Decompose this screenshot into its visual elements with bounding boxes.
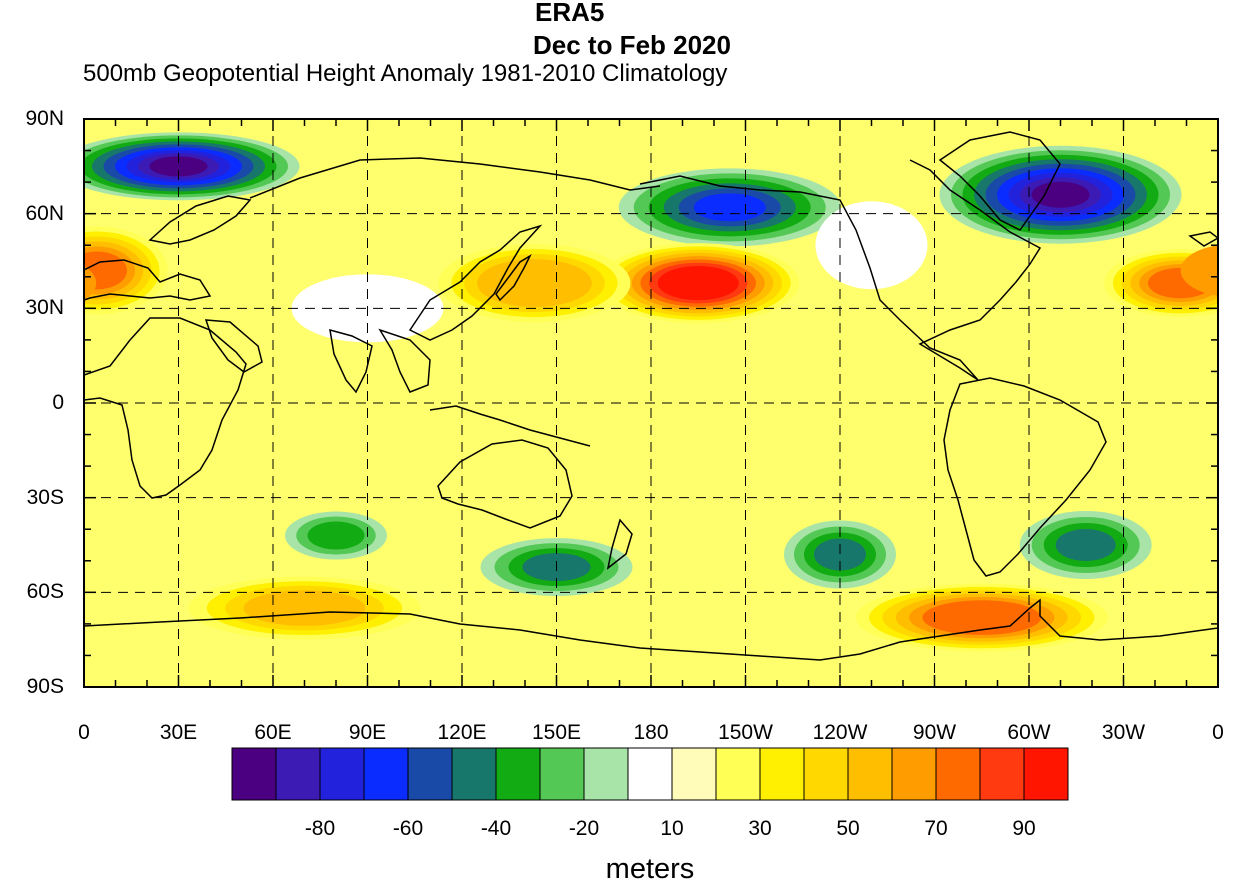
lat-label: 60N xyxy=(25,201,64,225)
lon-label: 30E xyxy=(159,721,198,744)
coastline-antarctica xyxy=(84,598,1218,661)
lat-label: 60S xyxy=(26,580,64,604)
lat-label: 0 xyxy=(52,391,64,414)
anomaly-contour-wrap xyxy=(1180,245,1218,296)
graticule xyxy=(84,119,1218,687)
anomaly-center xyxy=(285,511,387,560)
title-line1: ERA5 xyxy=(535,0,605,27)
anomaly-center xyxy=(784,520,896,589)
colorbar-swatch xyxy=(935,747,981,801)
colorbar-label: 90 xyxy=(1012,817,1036,840)
anomaly-contour xyxy=(1043,186,1078,204)
colorbar-units: meters xyxy=(605,853,695,885)
anomaly-center xyxy=(855,583,1108,652)
lon-label: 150E xyxy=(531,721,582,744)
anomaly-center xyxy=(1019,511,1152,579)
colorbar-swatch xyxy=(891,747,937,801)
anomaly-center xyxy=(597,243,800,324)
colorbar-swatch xyxy=(363,747,409,801)
coastline-japan xyxy=(495,254,532,302)
lon-label: 150W xyxy=(718,721,773,744)
colorbar-swatch xyxy=(671,747,717,801)
lon-label: 0 xyxy=(78,721,90,744)
anomaly-contour xyxy=(824,544,856,565)
lon-label: 120W xyxy=(812,721,868,744)
colorbar-swatch xyxy=(495,747,541,801)
anomaly-center xyxy=(84,132,300,201)
lat-label: 30S xyxy=(26,485,64,509)
anomaly-contour xyxy=(318,526,354,545)
coastline-australia xyxy=(437,439,573,529)
anomaly-center xyxy=(84,226,168,315)
coastline-new-zealand xyxy=(606,518,633,570)
colorbar-swatch xyxy=(627,747,673,801)
anomaly-contour xyxy=(840,221,903,270)
colorbar xyxy=(231,747,1069,801)
lat-label: 90S xyxy=(26,675,64,698)
colorbar-label: -40 xyxy=(480,817,512,840)
anomaly-contour xyxy=(161,159,196,174)
anomaly-center xyxy=(815,201,928,290)
lat-label: 30N xyxy=(25,296,64,320)
subtitle: 500mb Geopotential Height Anomaly 1981-2… xyxy=(83,60,728,87)
colorbar-label: 10 xyxy=(660,817,684,840)
anomaly-center xyxy=(188,576,421,640)
anomaly-contour xyxy=(683,275,713,291)
lon-label: 90W xyxy=(912,721,957,744)
coastline-north-america xyxy=(639,159,1042,381)
lon-label: 60W xyxy=(1007,721,1051,744)
anomaly-center xyxy=(438,244,631,323)
colorbar-label: 70 xyxy=(924,817,948,840)
colorbar-swatch xyxy=(979,747,1025,801)
coastlines xyxy=(84,131,1218,661)
colorbar-swatch xyxy=(451,747,497,801)
coastline-north-asia xyxy=(249,157,661,199)
colorbar-swatch xyxy=(539,747,585,801)
colorbar-label: -60 xyxy=(392,817,424,840)
lon-label: 180 xyxy=(633,721,669,744)
coastline-iceland xyxy=(1188,231,1218,247)
lon-label: 0 xyxy=(1212,721,1224,744)
colorbar-swatch xyxy=(231,747,277,801)
anomaly-contour xyxy=(708,198,751,217)
coastline-east-asia xyxy=(408,224,543,341)
lon-label: 120E xyxy=(437,721,487,744)
title-line2: Dec to Feb 2020 xyxy=(533,30,731,60)
anomaly-contour xyxy=(962,610,1002,625)
coastline-maritime xyxy=(429,405,591,447)
anomaly-center xyxy=(939,145,1182,244)
coastline-africa xyxy=(84,317,247,499)
lon-label: 30W xyxy=(1101,721,1146,744)
lat-label: 90N xyxy=(25,107,64,130)
colorbar-swatch xyxy=(1023,747,1069,801)
coastline-europe xyxy=(84,259,212,301)
colorbar-swatch xyxy=(715,747,761,801)
coastline-greenland xyxy=(938,131,1061,231)
anomaly-contour-wrap xyxy=(84,266,97,301)
colorbar-swatch xyxy=(803,747,849,801)
coastline-india xyxy=(329,328,373,394)
lon-label: 90E xyxy=(348,721,387,744)
colorbar-label: -80 xyxy=(304,817,336,840)
anomaly-contour xyxy=(1067,535,1104,555)
colorbar-swatch xyxy=(407,747,453,801)
map-frame xyxy=(83,118,1219,688)
colorbar-swatch xyxy=(319,747,365,801)
lon-label: 60E xyxy=(254,721,292,744)
colorbar-label: -20 xyxy=(568,817,600,840)
colorbar-swatch xyxy=(583,747,629,801)
colorbar-swatch xyxy=(847,747,893,801)
colorbar-swatch xyxy=(759,747,805,801)
coastline-arabia xyxy=(204,319,263,373)
colorbar-label: 50 xyxy=(836,817,860,840)
colorbar-swatch xyxy=(275,747,321,801)
coastline-south-america xyxy=(943,377,1107,577)
anomaly-center xyxy=(618,168,841,247)
coastline-se-asia xyxy=(378,328,431,393)
coastline-scandinavia xyxy=(148,195,252,245)
colorbar-label: 30 xyxy=(748,817,772,840)
anomaly-contour xyxy=(515,274,554,293)
